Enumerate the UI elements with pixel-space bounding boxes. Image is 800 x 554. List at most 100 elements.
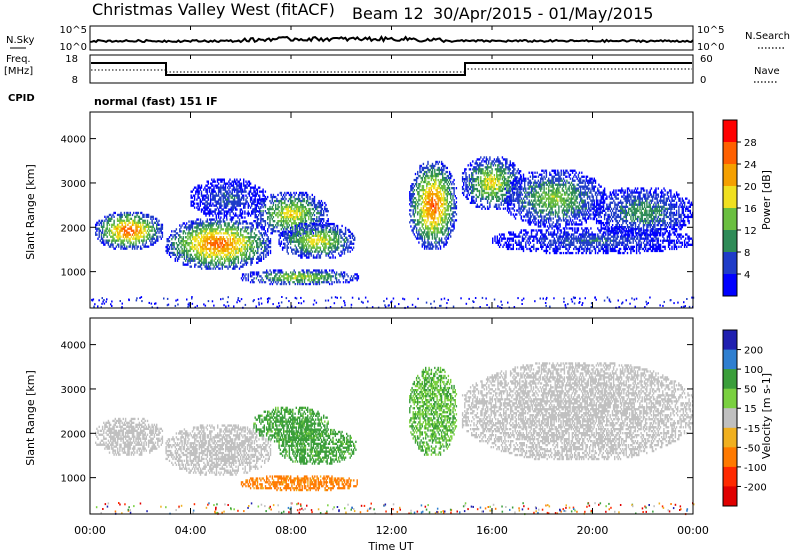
echo-cell — [254, 198, 256, 201]
echo-cell — [435, 239, 437, 242]
echo-cell — [220, 216, 222, 219]
echo-cell — [219, 249, 221, 253]
echo-cell — [111, 229, 113, 232]
echo-cell — [104, 231, 106, 234]
echo-cell — [199, 238, 202, 241]
echo-cell — [275, 281, 277, 284]
echo-cell — [336, 244, 339, 247]
echo-cell — [211, 230, 213, 233]
echo-cell — [289, 201, 292, 205]
echo-cell — [434, 180, 436, 184]
echo-cell — [267, 207, 269, 211]
echo-cell — [322, 224, 324, 228]
echo-cell — [300, 226, 302, 230]
echo-cell — [302, 191, 304, 195]
echo-cell — [287, 275, 290, 278]
echo-cell — [222, 228, 225, 231]
echo-cell — [122, 247, 124, 250]
echo-cell — [213, 204, 215, 207]
echo-cell — [99, 239, 101, 242]
echo-cell — [412, 213, 414, 216]
echo-cell — [452, 225, 454, 228]
echo-cell — [236, 196, 238, 199]
echo-cell — [426, 166, 428, 170]
echo-cell — [134, 221, 136, 224]
echo-cell — [161, 225, 164, 228]
echo-cell — [136, 211, 138, 215]
echo-cell — [443, 183, 445, 186]
echo-cell — [99, 221, 101, 224]
echo-cell — [483, 172, 485, 175]
echo-cell — [446, 187, 448, 190]
echo-cell — [445, 180, 447, 184]
echo-cell — [277, 220, 279, 223]
echo-cell — [142, 239, 144, 242]
echo-cell — [275, 230, 277, 233]
echo-cell — [260, 201, 262, 205]
echo-cell — [194, 226, 196, 229]
beam-label: Beam 12 — [352, 4, 424, 23]
echo-cell — [233, 194, 236, 197]
echo-cell — [235, 243, 237, 247]
echo-cell — [231, 245, 234, 249]
echo-cell — [262, 228, 265, 231]
echo-cell — [316, 216, 318, 219]
echo-cell — [266, 243, 268, 247]
echo-cell — [310, 228, 312, 232]
echo-cell — [206, 265, 209, 268]
echo-cell — [483, 185, 485, 189]
echo-cell — [450, 209, 452, 212]
echo-cell — [260, 190, 262, 193]
echo-cell — [234, 228, 236, 231]
echo-cell — [284, 220, 286, 223]
echo-cell — [299, 275, 301, 278]
echo-cell — [116, 225, 119, 228]
echo-cell — [486, 166, 489, 169]
echo-cell — [431, 227, 434, 230]
echo-cell — [167, 249, 170, 253]
echo-cell — [206, 247, 209, 251]
echo-cell — [430, 201, 433, 204]
echo-cell — [434, 164, 436, 168]
echo-cell — [446, 205, 448, 208]
echo-cell — [222, 243, 225, 247]
echo-cell — [447, 233, 450, 236]
echo-cell — [248, 182, 251, 185]
echo-cell — [425, 199, 427, 202]
echo-cell — [262, 249, 265, 253]
echo-cell — [450, 231, 452, 234]
echo-cell — [234, 253, 236, 256]
echo-cell — [168, 236, 171, 239]
power-echo-region — [253, 191, 329, 237]
echo-cell — [204, 245, 206, 249]
echo-cell — [344, 246, 347, 249]
echo-cell — [440, 237, 443, 240]
echo-cell — [136, 221, 138, 224]
echo-cell — [286, 224, 288, 227]
echo-cell — [270, 195, 272, 199]
echo-cell — [118, 239, 120, 242]
echo-cell — [319, 246, 322, 249]
echo-cell — [235, 180, 237, 183]
echo-cell — [137, 237, 139, 240]
echo-cell — [292, 234, 294, 237]
echo-cell — [271, 197, 273, 201]
echo-cell — [182, 230, 184, 233]
echo-cell — [423, 189, 426, 192]
echo-cell — [423, 245, 426, 248]
echo-cell — [427, 237, 429, 240]
echo-cell — [478, 164, 481, 167]
echo-cell — [309, 273, 311, 276]
echo-cell — [325, 222, 327, 225]
echo-cell — [417, 235, 419, 238]
echo-cell — [309, 252, 311, 255]
echo-cell — [319, 238, 322, 241]
echo-cell — [229, 265, 231, 268]
echo-cell — [128, 245, 130, 248]
echo-cell — [206, 224, 209, 227]
power-echo-region — [409, 160, 458, 250]
echo-cell — [316, 281, 318, 284]
echo-cell — [98, 219, 100, 222]
echo-cell — [409, 197, 411, 200]
echo-cell — [204, 240, 206, 243]
